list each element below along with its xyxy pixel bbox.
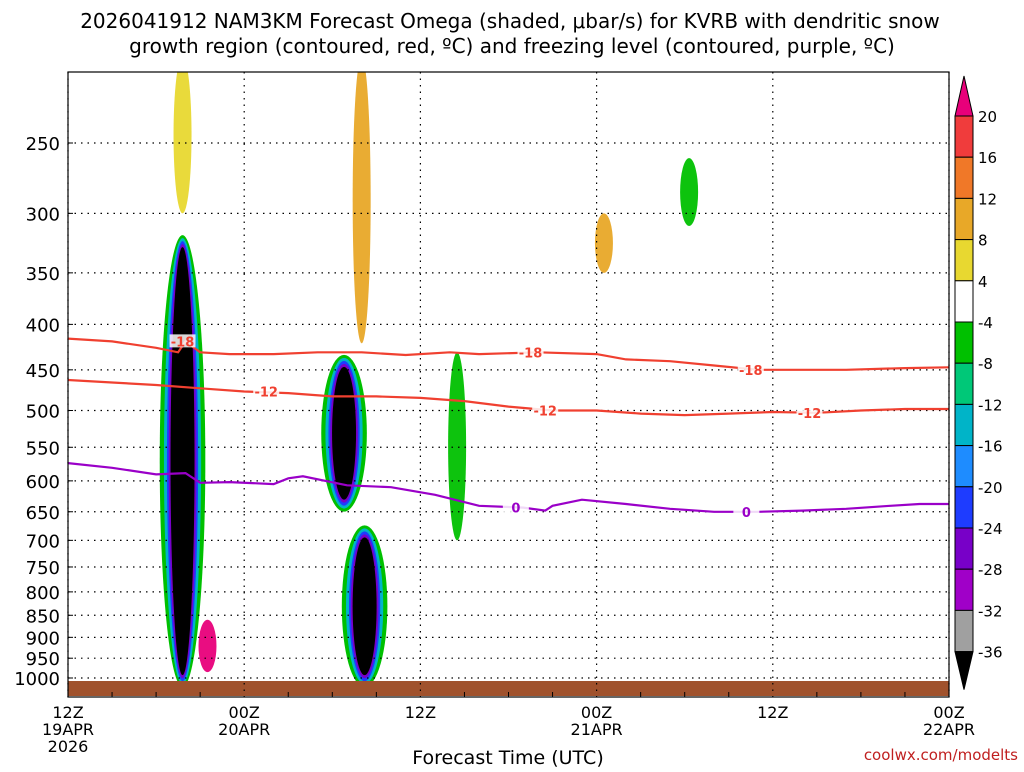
contour-label-bg-0-1 [517,345,544,359]
omega-cell-3 [198,619,217,673]
y-tick-label-550: 550 [26,438,60,459]
y-tick-label-600: 600 [26,472,60,493]
contour-label-bg-2-1 [733,504,760,518]
colorbar-label-1: 16 [978,149,997,167]
omega-cell-4 [352,72,371,344]
omega-cell-6 [448,352,467,541]
omega-cell-7 [594,213,613,273]
y-tick-label-400: 400 [26,315,60,336]
colorbar-swatch-9 [954,445,974,488]
plot-frame [67,71,950,698]
x-tick-label-h0-2: 19APR [42,720,94,739]
y-tick-label-500: 500 [26,402,60,423]
contour-label-bg-1-1 [532,403,559,417]
contour-label-bg-2-0 [502,500,529,514]
colorbar-swatch-7 [954,362,974,405]
colorbar-label-10: -24 [978,520,1003,538]
x-tick-label-h24-1: 12Z [405,703,436,722]
colorbar-label-8: -16 [978,438,1003,456]
colorbar-label-7: -12 [978,396,1003,414]
x-tick-label-h0-3: 2026 [48,737,89,756]
colorbar-top-arrow [954,75,974,117]
colorbar-label-4: 4 [978,273,988,291]
contour-label-bg-1-2 [796,405,823,419]
x-tick-label-h60-2: 22APR [923,720,975,739]
y-tick-label-700: 700 [26,531,60,552]
colorbar-swatch-5 [954,280,974,323]
colorbar-label-5: -4 [978,314,993,332]
x-tick-label-h36-1: 00Z [581,703,612,722]
colorbar-label-3: 8 [978,232,988,250]
colorbar-swatch-1 [954,115,974,158]
contour-label-1-0: -12 [254,386,278,401]
omega-cell-2-ring-4 [352,537,377,676]
colorbar-swatch-8 [954,403,974,447]
colorbar-label-6: -8 [978,355,993,373]
colorbar: 20 16 12 8 4 -4 -8 -12 -16 -20 -24 -28 -32 -36 [954,75,1003,690]
omega-cell-5 [173,72,192,214]
x-tick-label-h48-1: 12Z [757,703,788,722]
y-tick-label-350: 350 [26,264,60,285]
colorbar-label-2: 12 [978,190,997,208]
credit-text: coolwx.com/modelts [864,746,1018,764]
x-tick-label-h12-1: 00Z [229,703,260,722]
x-tick-label-h60-1: 00Z [933,703,964,722]
contour-label-0-1: -18 [519,346,543,361]
contour-label-0-0: -18 [171,335,195,350]
omega-cell-8 [680,158,699,227]
contour-label-1-2: -12 [798,407,822,422]
colorbar-label-13: -36 [978,644,1003,662]
y-tick-label-650: 650 [26,503,60,524]
colorbar-swatch-10 [954,486,974,529]
x-tick-label-h36-2: 21APR [571,720,623,739]
y-tick-label-950: 950 [26,649,60,670]
temperature-contours: -18 -18 -18 -12 -12 -12 0 0 [68,334,949,521]
contour-label-2-1: 0 [742,506,751,521]
y-tick-label-450: 450 [26,361,60,382]
contour-label-1-1: -12 [533,405,557,420]
colorbar-swatch-12 [954,568,974,611]
omega-cell-1-ring-4 [332,366,357,500]
contour-label-bg-1-0 [253,384,280,398]
colorbar-swatch-6 [954,321,974,364]
x-tick-label-h0-1: 12Z [52,703,83,722]
colorbar-swatch-3 [954,197,974,241]
colorbar-label-11: -28 [978,561,1003,579]
colorbar-bottom-arrow [954,651,974,690]
x-axis-label: Forecast Time (UTC) [412,747,603,768]
contour-line-2 [68,462,949,513]
colorbar-label-9: -20 [978,479,1003,497]
y-tick-label-1000: 1000 [14,669,60,690]
contour-label-0-2: -18 [739,364,763,379]
contour-label-2-0: 0 [511,502,520,517]
colorbar-swatch-4 [954,239,974,282]
pressure-axis: 2503003504004505005506006507007508008509… [14,134,73,690]
y-tick-label-300: 300 [26,204,60,225]
colorbar-swatch-2 [954,156,974,199]
contour-label-bg-0-0 [169,334,196,348]
y-tick-label-900: 900 [26,628,60,649]
y-tick-label-850: 850 [26,606,60,627]
chart-title-line2: growth region (contoured, red, ºC) and f… [129,34,895,58]
colorbar-swatch-11 [954,527,974,570]
plot-background [68,72,949,697]
contour-label-bg-0-2 [737,362,764,376]
y-tick-label-250: 250 [26,134,60,155]
y-tick-label-750: 750 [26,558,60,579]
chart-title-line1: 2026041912 NAM3KM Forecast Omega (shaded… [80,9,940,33]
x-tick-label-h12-2: 20APR [218,720,270,739]
omega-cell-0-ring-4 [170,247,195,676]
colorbar-label-0: 20 [978,108,997,126]
colorbar-label-12: -32 [978,602,1003,620]
colorbar-swatch-13 [954,609,974,653]
y-tick-label-800: 800 [26,583,60,604]
